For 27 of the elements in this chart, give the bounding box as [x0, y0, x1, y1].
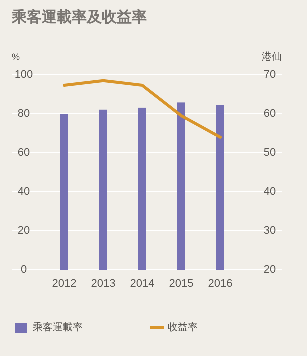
- y2-tick-label: 50: [264, 146, 276, 159]
- legend-label: 乘客運載率: [33, 322, 83, 334]
- y2-tick-label: 20: [264, 264, 276, 276]
- bar: [178, 102, 186, 270]
- y2-tick-label: 60: [264, 108, 276, 120]
- y2-axis-title: 港仙: [262, 51, 282, 63]
- legend-label: 收益率: [168, 322, 198, 334]
- y-tick-label: 20: [18, 224, 30, 237]
- title: 乘客運載率及收益率: [12, 9, 147, 26]
- bar: [60, 114, 68, 270]
- x-tick-label: 2014: [130, 278, 155, 290]
- y-tick-label: 40: [18, 186, 30, 198]
- x-tick-label: 2013: [91, 278, 116, 290]
- y-tick-label: 100: [14, 68, 34, 81]
- y-axis-title: %: [12, 52, 20, 62]
- bar: [138, 108, 146, 270]
- y2-tick-label: 70: [264, 68, 276, 81]
- y2-tick-label: 40: [264, 186, 276, 198]
- bar: [216, 105, 224, 270]
- y2-tick-label: 30: [264, 224, 276, 237]
- y-tick-label: 80: [18, 108, 30, 120]
- y-tick-label: 60: [18, 146, 30, 159]
- x-tick-label: 2015: [169, 278, 194, 290]
- x-tick-label: 2012: [52, 278, 77, 290]
- y-tick-label: 0: [20, 264, 28, 276]
- x-tick-label: 2016: [208, 278, 233, 290]
- bar: [100, 110, 108, 270]
